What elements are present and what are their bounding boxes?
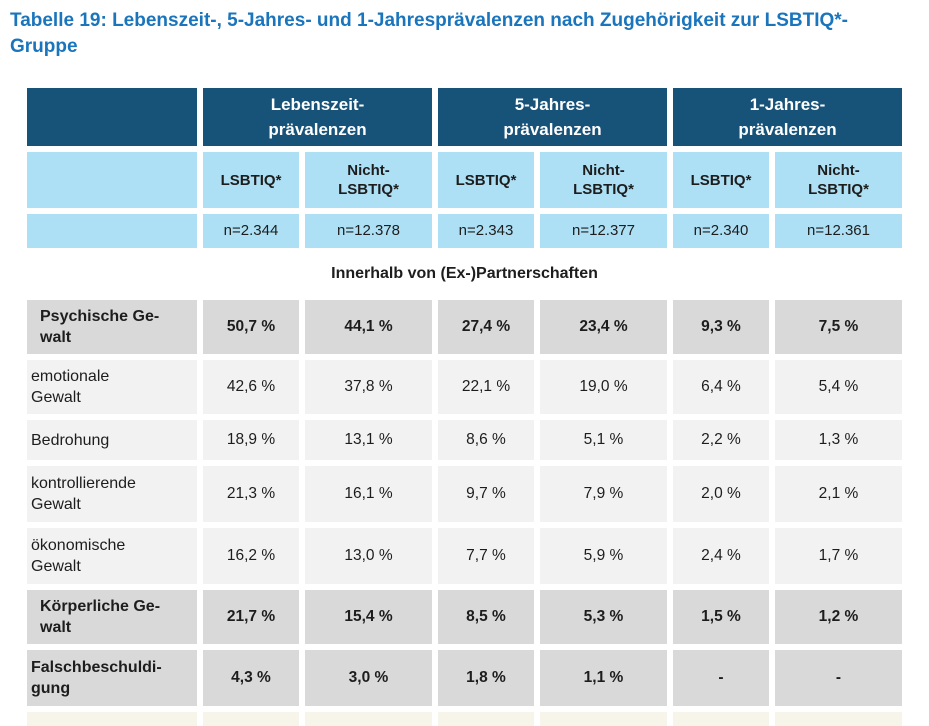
table-value: 4,3 % [203,650,299,706]
table-value: 6,4 % [673,360,769,414]
prevalence-table: Lebenszeit- prävalenzen 5-Jahres- präval… [27,88,902,726]
table-value: 8,5 % [438,590,534,644]
table-value: 22,1 % [438,360,534,414]
table-value: 5,1 % [540,420,667,460]
table-value: 2,1 % [775,466,902,522]
table-value: 1,5 % [673,590,769,644]
table-value: 42,6 % [203,360,299,414]
table-value: 13,0 % [305,528,432,584]
group-header-5-jahres: 5-Jahres- prävalenzen [438,88,667,146]
table-value: 16,2 % [203,528,299,584]
table-caption: Tabelle 19: Lebenszeit-, 5-Jahres- und 1… [10,10,848,57]
row-label: Bedrohung [27,420,197,460]
table-value: 2,0 % [673,466,769,522]
table-value: 5,9 % [540,528,667,584]
sample-size: n=12.377 [540,214,667,248]
subheader-nicht-lsbtiq-1: Nicht- LSBTIQ* [305,152,432,208]
table-value: 2,2 % [673,420,769,460]
sample-size: n=2.343 [438,214,534,248]
subheader-lsbtiq-2: LSBTIQ* [438,152,534,208]
table-value: 5,4 % [775,360,902,414]
row-label: emotionale Gewalt [27,360,197,414]
table-value: - [775,650,902,706]
row-label: Psychische Ge- walt [27,300,197,354]
subheader-lsbtiq-1: LSBTIQ* [203,152,299,208]
row-label: ökonomische Gewalt [27,528,197,584]
table-value: 1,7 % [775,528,902,584]
table-value: 21,7 % [203,590,299,644]
table-value: 15,4 % [305,590,432,644]
cutoff-row-cell [438,712,534,726]
group-header-lebenszeit: Lebenszeit- prävalenzen [203,88,432,146]
cutoff-row-cell [305,712,432,726]
table-value: 18,9 % [203,420,299,460]
table-value: 7,7 % [438,528,534,584]
table-value: 23,4 % [540,300,667,354]
row-label: kontrollierende Gewalt [27,466,197,522]
table-value: 1,3 % [775,420,902,460]
cutoff-row-cell [673,712,769,726]
sample-size: n=2.344 [203,214,299,248]
table-value: - [673,650,769,706]
table-value: 27,4 % [438,300,534,354]
section-header: Innerhalb von (Ex-)Partnerschaften [27,254,902,294]
subheader-empty-cell [27,152,197,208]
table-value: 5,3 % [540,590,667,644]
cutoff-row-cell [203,712,299,726]
group-header-1-jahres: 1-Jahres- prävalenzen [673,88,902,146]
subheader-lsbtiq-3: LSBTIQ* [673,152,769,208]
table-value: 19,0 % [540,360,667,414]
sample-size: n=12.378 [305,214,432,248]
table-value: 2,4 % [673,528,769,584]
table-value: 50,7 % [203,300,299,354]
subheader-nicht-lsbtiq-3: Nicht- LSBTIQ* [775,152,902,208]
table-value: 13,1 % [305,420,432,460]
table-value: 3,0 % [305,650,432,706]
table-value: 7,9 % [540,466,667,522]
table-value: 9,3 % [673,300,769,354]
subheader-nicht-lsbtiq-2: Nicht- LSBTIQ* [540,152,667,208]
table-value: 16,1 % [305,466,432,522]
cutoff-row-cell [775,712,902,726]
sample-size: n=2.340 [673,214,769,248]
row-label: Falschbeschuldi- gung [27,650,197,706]
sample-size: n=12.361 [775,214,902,248]
table-value: 7,5 % [775,300,902,354]
sample-size-empty-cell [27,214,197,248]
table-value: 1,1 % [540,650,667,706]
table-corner-cell [27,88,197,146]
table-value: 21,3 % [203,466,299,522]
table-value: 9,7 % [438,466,534,522]
table-value: 44,1 % [305,300,432,354]
cutoff-row-cell [540,712,667,726]
table-value: 8,6 % [438,420,534,460]
cutoff-row-cell [27,712,197,726]
table-value: 1,8 % [438,650,534,706]
table-value: 37,8 % [305,360,432,414]
table-value: 1,2 % [775,590,902,644]
row-label: Körperliche Ge- walt [27,590,197,644]
